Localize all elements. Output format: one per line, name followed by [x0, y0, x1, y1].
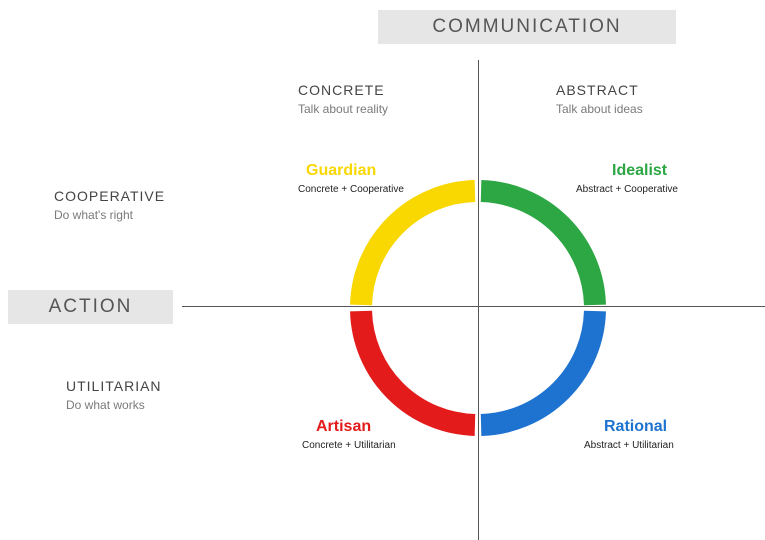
guardian-sub: Concrete + Cooperative [298, 184, 404, 195]
axis-label-communication: COMMUNICATION [378, 10, 676, 44]
abstract-title: ABSTRACT [556, 82, 643, 98]
arc-artisan [361, 311, 475, 425]
artisan-sub: Concrete + Utilitarian [302, 440, 396, 451]
cooperative-title: COOPERATIVE [54, 188, 165, 204]
guardian-title: Guardian [306, 162, 376, 180]
arc-idealist [481, 191, 595, 305]
cooperative-sub: Do what's right [54, 208, 165, 222]
axis-label-action: ACTION [8, 290, 173, 324]
temperament-diagram: COMMUNICATION ACTION CONCRETE Talk about… [0, 0, 765, 540]
idealist-sub: Abstract + Cooperative [576, 184, 678, 195]
rational-title: Rational [604, 418, 667, 436]
arc-guardian [361, 191, 475, 305]
row-cooperative: COOPERATIVE Do what's right [54, 188, 165, 222]
col-abstract: ABSTRACT Talk about ideas [556, 82, 643, 116]
arc-rational [481, 311, 595, 425]
abstract-sub: Talk about ideas [556, 102, 643, 116]
utilitarian-sub: Do what works [66, 398, 162, 412]
concrete-sub: Talk about reality [298, 102, 388, 116]
axis-label-action-text: ACTION [49, 296, 133, 317]
idealist-title: Idealist [612, 162, 667, 180]
artisan-title: Artisan [316, 418, 371, 436]
concrete-title: CONCRETE [298, 82, 388, 98]
col-concrete: CONCRETE Talk about reality [298, 82, 388, 116]
utilitarian-title: UTILITARIAN [66, 378, 162, 394]
temperament-ring [0, 0, 765, 540]
rational-sub: Abstract + Utilitarian [584, 440, 674, 451]
axis-label-communication-text: COMMUNICATION [432, 16, 621, 37]
row-utilitarian: UTILITARIAN Do what works [66, 378, 162, 412]
